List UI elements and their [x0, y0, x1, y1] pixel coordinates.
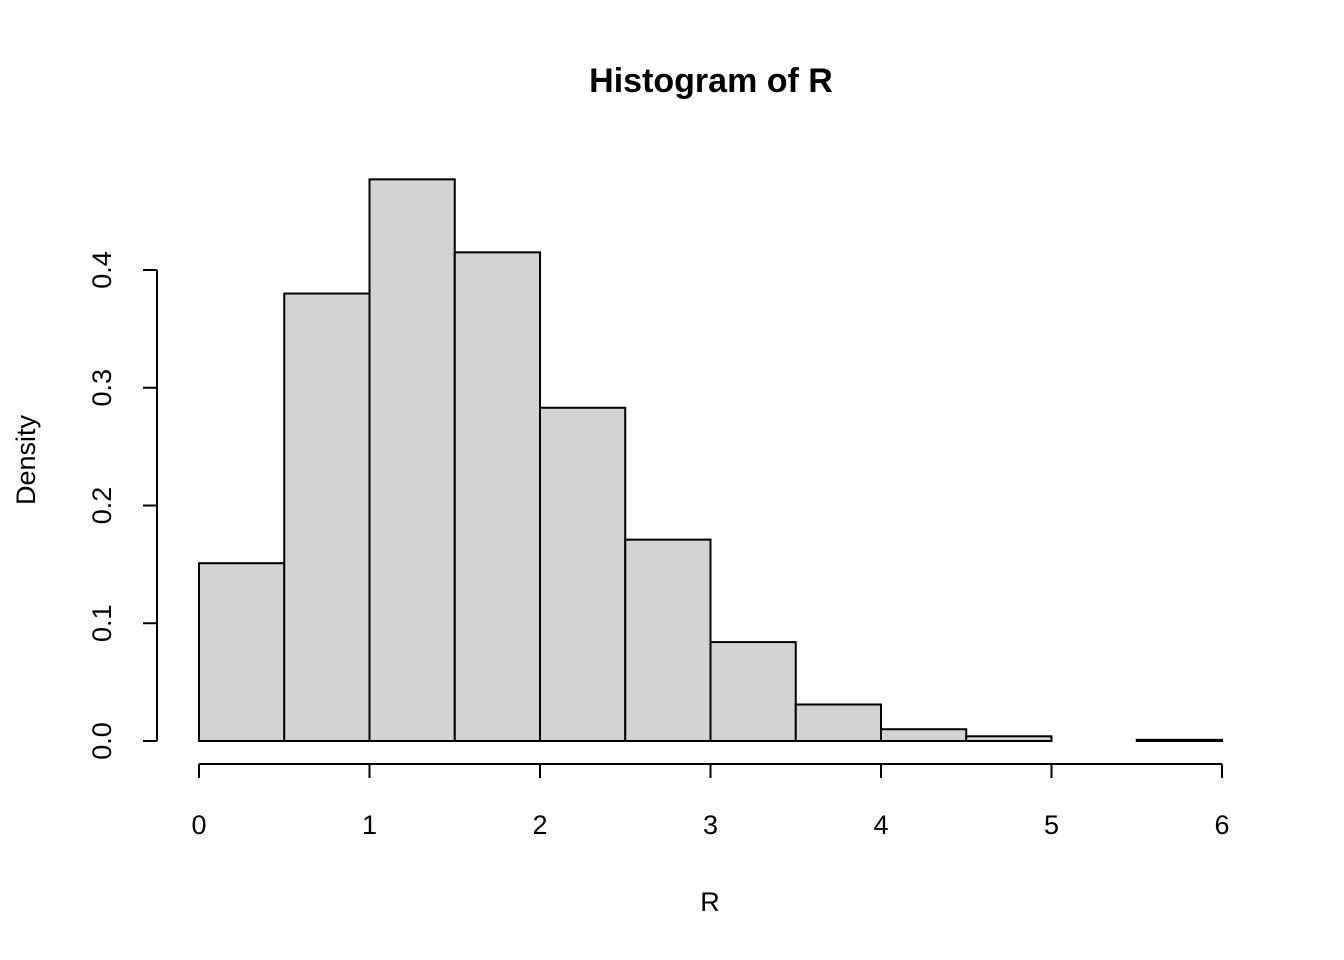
histogram-bar [709, 641, 797, 743]
histogram-bar [283, 292, 371, 742]
y-tick-label: 0.3 [87, 369, 117, 407]
x-tick-label: 4 [873, 810, 888, 840]
bars-group [198, 178, 1223, 743]
histogram-bar [880, 728, 968, 742]
histogram-bar [368, 178, 456, 742]
histogram-bar [965, 735, 1053, 742]
x-tick-label: 1 [362, 810, 377, 840]
histogram-bar [198, 562, 286, 743]
histogram-bar [624, 538, 712, 743]
x-tick-label: 6 [1214, 810, 1229, 840]
x-axis: 0 1 2 3 4 5 6 [191, 763, 1230, 840]
histogram-bar [794, 703, 882, 742]
y-tick-label: 0.1 [87, 604, 117, 642]
x-tick-label: 0 [191, 810, 206, 840]
x-tick-label: 5 [1044, 810, 1059, 840]
y-tick-label: 0.4 [87, 251, 117, 289]
x-tick-label: 3 [703, 810, 718, 840]
histogram-bar [539, 406, 627, 742]
y-axis-title: Density [11, 414, 41, 505]
histogram-bar [453, 251, 541, 742]
chart-title: Histogram of R [589, 62, 833, 100]
y-axis: 0.0 0.1 0.2 0.3 0.4 [87, 251, 158, 760]
x-axis-title: R [700, 887, 720, 917]
y-tick-label: 0.0 [87, 722, 117, 760]
histogram-bar [1135, 738, 1223, 743]
x-tick-label: 2 [532, 810, 547, 840]
y-tick-label: 0.2 [87, 487, 117, 525]
